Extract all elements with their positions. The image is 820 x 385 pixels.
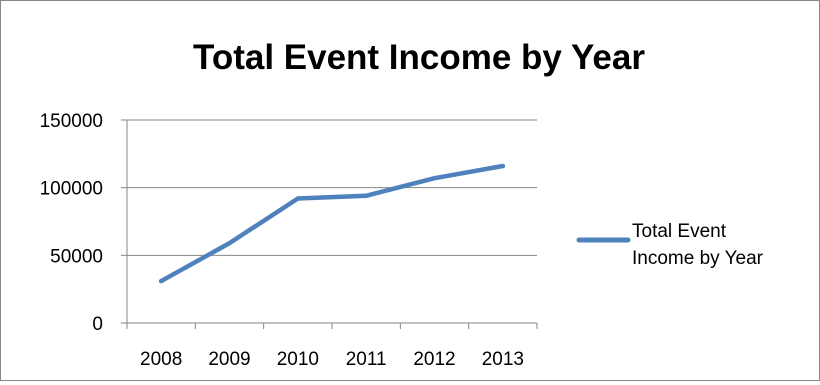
x-tick-label: 2009 bbox=[208, 349, 250, 370]
chart-title: Total Event Income by Year bbox=[193, 38, 645, 77]
data-point bbox=[363, 193, 369, 198]
y-tick-label: 50000 bbox=[50, 246, 103, 267]
y-tick-label: 150000 bbox=[40, 111, 103, 132]
x-tick-label: 2012 bbox=[413, 349, 455, 370]
data-point bbox=[432, 175, 437, 181]
legend-label-line-2: Income by Year bbox=[632, 248, 764, 269]
legend-label-line-1: Total Event bbox=[632, 221, 727, 242]
x-tick-label: 2013 bbox=[482, 349, 524, 370]
y-tick-label: 100000 bbox=[40, 179, 103, 200]
data-point bbox=[295, 196, 301, 201]
x-tick-label: 2010 bbox=[277, 349, 319, 370]
series-line bbox=[158, 163, 506, 284]
legend: Total Event Income by Year bbox=[576, 221, 764, 269]
series-layer bbox=[158, 163, 506, 284]
x-tick-label: 2008 bbox=[140, 349, 182, 370]
data-point bbox=[158, 278, 164, 284]
y-tick-label: 0 bbox=[92, 314, 103, 335]
data-point bbox=[227, 240, 232, 246]
gridlines bbox=[127, 119, 537, 256]
x-tick-label: 2011 bbox=[346, 349, 387, 370]
data-point bbox=[500, 163, 506, 169]
axes: 0 50000 100000 150000 2008 2009 2010 2011 2012 20… bbox=[40, 111, 538, 370]
